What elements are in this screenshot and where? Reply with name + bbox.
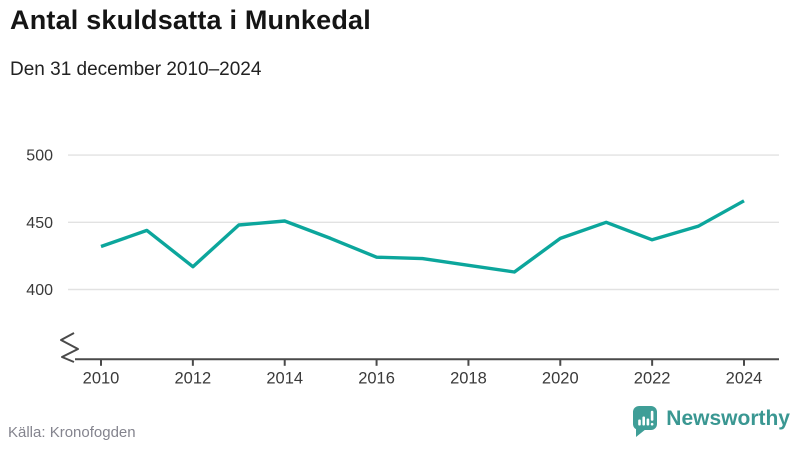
page-title: Antal skuldsatta i Munkedal	[10, 5, 371, 35]
chart-subtitle: Den 31 december 2010–2024	[10, 59, 262, 80]
x-tick-label: 2010	[83, 370, 120, 388]
y-tick-label: 400	[26, 282, 53, 299]
x-tick-label: 2024	[726, 370, 763, 388]
newsworthy-logo-icon	[633, 406, 658, 437]
axis-break-icon	[60, 332, 79, 363]
x-tick-label: 2020	[542, 370, 579, 388]
x-tick-label: 2022	[634, 370, 671, 388]
source-credit: Källa: Kronofogden	[8, 424, 136, 441]
line-chart: 400 450 500 2010 2012 2014 2016 2018 2020 2022 202…	[26, 148, 779, 388]
x-tick-label: 2018	[450, 370, 487, 388]
y-tick-label: 450	[26, 215, 53, 232]
exclamation-dot	[651, 422, 654, 426]
newsworthy-logo: Newsworthy	[632, 405, 790, 438]
y-tick-label: 500	[26, 148, 53, 165]
bar-chart-glyph-bar3	[646, 418, 650, 426]
bar-chart-glyph-bar2	[642, 416, 646, 426]
speech-bubble-tail	[636, 426, 647, 437]
bar-chart-glyph-bar1	[638, 419, 642, 426]
newsworthy-wordmark: Newsworthy	[666, 406, 790, 430]
x-tick-label: 2014	[266, 370, 303, 388]
series-line	[100, 199, 745, 274]
x-tick-label: 2012	[174, 370, 211, 388]
exclamation-bar	[651, 410, 654, 421]
x-tick-label: 2016	[358, 370, 395, 388]
